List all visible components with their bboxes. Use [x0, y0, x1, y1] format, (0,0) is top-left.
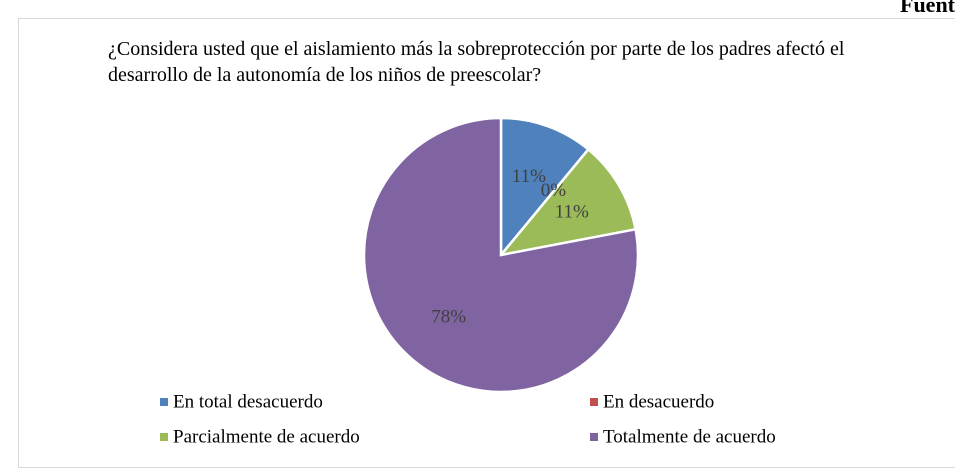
pie-slice	[499, 116, 591, 259]
pie-slice	[497, 147, 638, 257]
legend-marker	[590, 398, 598, 406]
legend-marker	[160, 398, 168, 406]
chart: 11%0%11% 78% En total desacuerdo En desacue…	[160, 116, 776, 447]
corner-text: Fuent	[900, 0, 955, 17]
page: Fuent ¿Considera usted que el aislamient…	[18, 0, 955, 468]
pie-slice	[362, 116, 640, 394]
legend-marker	[160, 433, 168, 441]
legend-label: Totalmente de acuerdo	[603, 426, 776, 447]
data-label: 11%	[555, 202, 589, 223]
data-label: 0%	[541, 180, 567, 201]
data-label: 11%	[512, 166, 546, 187]
legend-label: En total desacuerdo	[173, 391, 323, 412]
legend-label: Parcialmente de acuerdo	[173, 426, 360, 447]
chart-title: ¿Considera usted que el aislamiento más …	[108, 38, 845, 86]
data-label: 78%	[431, 307, 466, 328]
legend-marker	[590, 433, 598, 441]
legend-label: En desacuerdo	[603, 391, 714, 412]
